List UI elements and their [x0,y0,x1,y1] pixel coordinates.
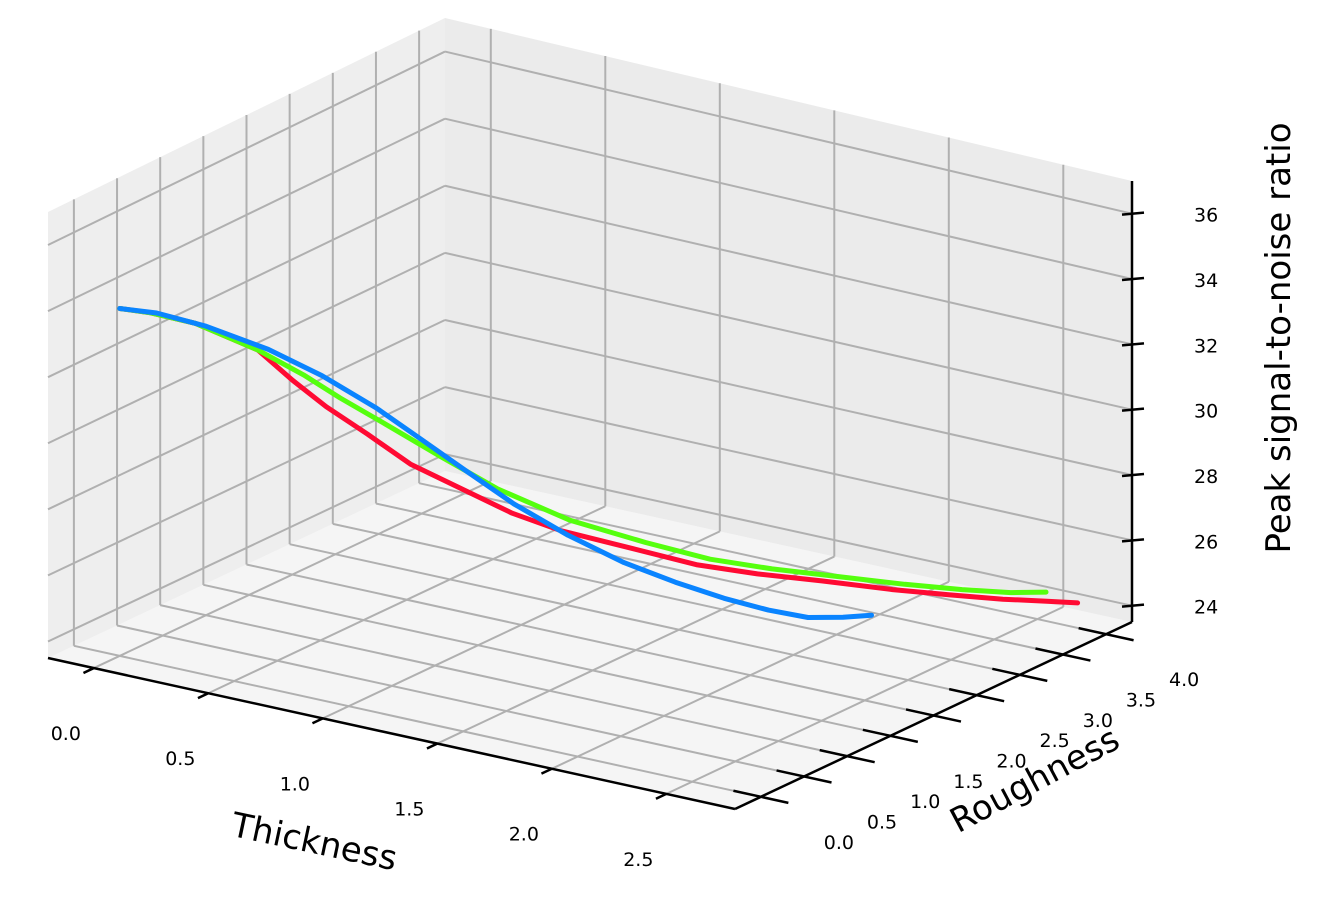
y-tick-label: 0.0 [824,832,854,854]
x-tick [82,666,95,675]
y-tick [1078,626,1134,642]
x-tick-label: 0.0 [51,723,81,745]
z-grid-left [47,453,446,643]
z-tick-label: 34 [1194,270,1218,292]
y-grid-floor [246,563,934,717]
x-tick [540,767,553,775]
y-tick [1035,647,1091,662]
z-tick [1121,407,1145,412]
x-axis-line [47,656,736,811]
y-tick-label: 4.0 [1169,669,1199,691]
x-tick-label: 1.0 [280,773,310,795]
y-tick-label: 1.5 [953,771,983,793]
z-grid-back [444,319,1133,476]
series-line-blue [117,306,874,620]
y-grid-floor [289,543,977,697]
z-grid-left [47,319,446,511]
z-grid-left [47,117,446,313]
y-tick-label: 2.5 [1040,730,1070,752]
y-tick-label: 3.5 [1126,690,1156,712]
y-tick [819,748,875,764]
y-tick [776,769,832,784]
y-grid-floor [418,482,1107,636]
z-grid-left [47,50,446,246]
x-tick-label: 0.5 [165,748,195,770]
x-tick [655,792,667,800]
z-tick [1121,276,1145,282]
y-grid-floor [332,522,1021,676]
y-tick [862,728,919,744]
z-tick [1121,472,1145,478]
z-grid-back [444,453,1133,607]
z-tick [1121,538,1145,543]
back-wall-pane [445,18,1132,622]
x-axis-title: Thickness [227,805,401,879]
y-grid-floor [73,644,762,798]
z-tick-label: 30 [1194,401,1218,423]
y-grid-floor [203,583,891,737]
x-tick-label: 1.5 [394,799,424,821]
z-grid-back [444,251,1133,411]
tick-labels: 0.0 0.5 1.0 1.5 2.0 2.5 0.0 0.5 1.0 1.5 2.0 2.5 3.0 3… [51,205,1218,871]
y-grid-floor [116,624,805,778]
z-tick-label: 32 [1194,335,1218,357]
z-grid-back [444,386,1133,542]
y-tick-label: 1.0 [910,791,940,813]
y-tick-label: 3.0 [1083,710,1113,732]
tick-marks [82,211,1145,805]
series-line-green [117,306,1049,596]
z-grid-back [444,184,1133,346]
z-grid-left [47,184,446,379]
z-grid-left [47,251,446,445]
y-grid-floor [375,502,1064,656]
x-tick [426,742,438,750]
z-tick [1121,342,1145,347]
z-tick [1121,211,1145,216]
z-grid-back [444,117,1133,280]
y-tick [733,789,789,805]
y-grid-floor [159,604,848,758]
x-tick-label: 2.0 [509,824,539,846]
z-tick-label: 26 [1194,531,1218,553]
data-series [117,306,1081,620]
z-tick-label: 36 [1194,205,1218,227]
axis-panes [48,18,1132,809]
z-tick-label: 24 [1194,597,1218,619]
y-tick-label: 0.5 [867,811,897,833]
z-tick-label: 28 [1194,466,1218,488]
y-tick [992,667,1048,683]
z-grid-back [444,50,1133,215]
z-axis-title: Peak signal-to-noise ratio [1259,122,1299,553]
x-tick [311,717,324,725]
z-tick [1121,603,1145,608]
y-tick [905,708,962,723]
x-tick [197,692,209,700]
x-tick-label: 2.5 [623,849,653,871]
y-tick-label: 2.0 [996,751,1026,773]
y-tick [948,687,1005,703]
grid-lines [47,28,1133,798]
